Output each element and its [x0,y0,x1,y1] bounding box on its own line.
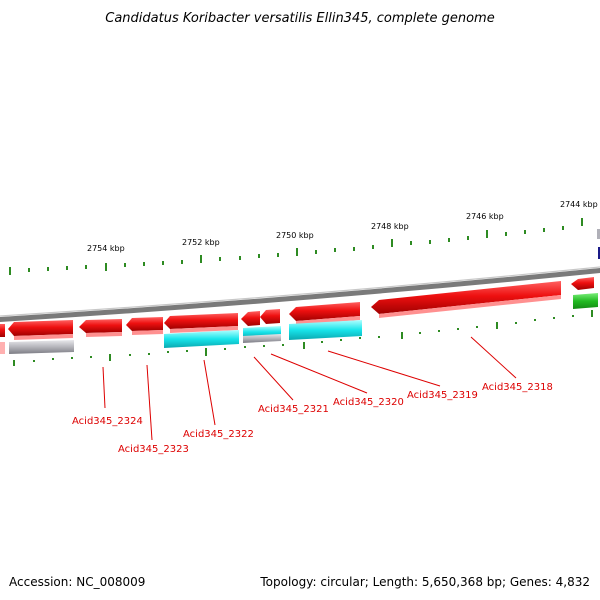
gene-arrow[interactable] [260,309,280,324]
gene-label[interactable]: Acid345_2321 [258,404,329,415]
scale-label: 2752 kbp [182,238,220,247]
forward-strand-genes [0,277,594,340]
map-title: Candidatus Koribacter versatilis Ellin34… [105,11,495,26]
gene-arrow[interactable] [0,324,5,337]
gene-arrow[interactable] [164,313,238,329]
gene-label[interactable]: Acid345_2318 [482,382,553,393]
scale-label: 2746 kbp [466,212,504,221]
cds-band [0,293,598,354]
gene-label[interactable]: Acid345_2319 [407,390,478,401]
gene-label[interactable]: Acid345_2322 [183,429,254,440]
scale-label: 2754 kbp [87,244,125,253]
scale-labels: 2754 kbp 2752 kbp 2750 kbp 2748 kbp 2746… [87,200,598,253]
edge-marker [598,247,600,259]
gene-arrow[interactable] [241,311,260,326]
cds-block[interactable] [0,342,5,354]
gene-shadow [86,332,122,337]
gene-arrow[interactable] [289,302,360,321]
scale-label: 2750 kbp [276,231,314,240]
gene-labels: Acid345_2324 Acid345_2323 Acid345_2322 A… [72,382,553,455]
accession-text: Accession: NC_008009 [9,575,146,589]
scale-label: 2744 kbp [560,200,598,209]
scale-label: 2748 kbp [371,222,409,231]
label-leaders [102,336,517,441]
edge-marker [597,229,600,239]
cds-block[interactable] [243,334,281,343]
gene-arrow[interactable] [571,277,594,290]
outer-scale-ticks [9,218,583,275]
gene-label[interactable]: Acid345_2323 [118,444,189,455]
topology-text: Topology: circular; Length: 5,650,368 bp… [260,575,590,589]
gene-shadow [379,295,561,318]
inner-scale-ticks [13,310,593,366]
gene-shadow [14,334,73,340]
gene-arrow[interactable] [371,281,561,314]
gene-label[interactable]: Acid345_2320 [333,397,404,408]
gene-arrow[interactable] [8,320,73,336]
gene-arrow[interactable] [126,317,163,331]
gene-shadow [170,326,238,333]
rna-block[interactable] [573,293,598,309]
cds-block[interactable] [164,330,239,348]
cds-block[interactable] [9,340,74,354]
genome-backbone-highlight [0,266,600,317]
gene-arrow[interactable] [79,319,122,333]
cds-block[interactable] [289,320,362,340]
gene-label[interactable]: Acid345_2324 [72,416,143,427]
genome-backbone [0,268,600,322]
gene-shadow [132,330,163,335]
